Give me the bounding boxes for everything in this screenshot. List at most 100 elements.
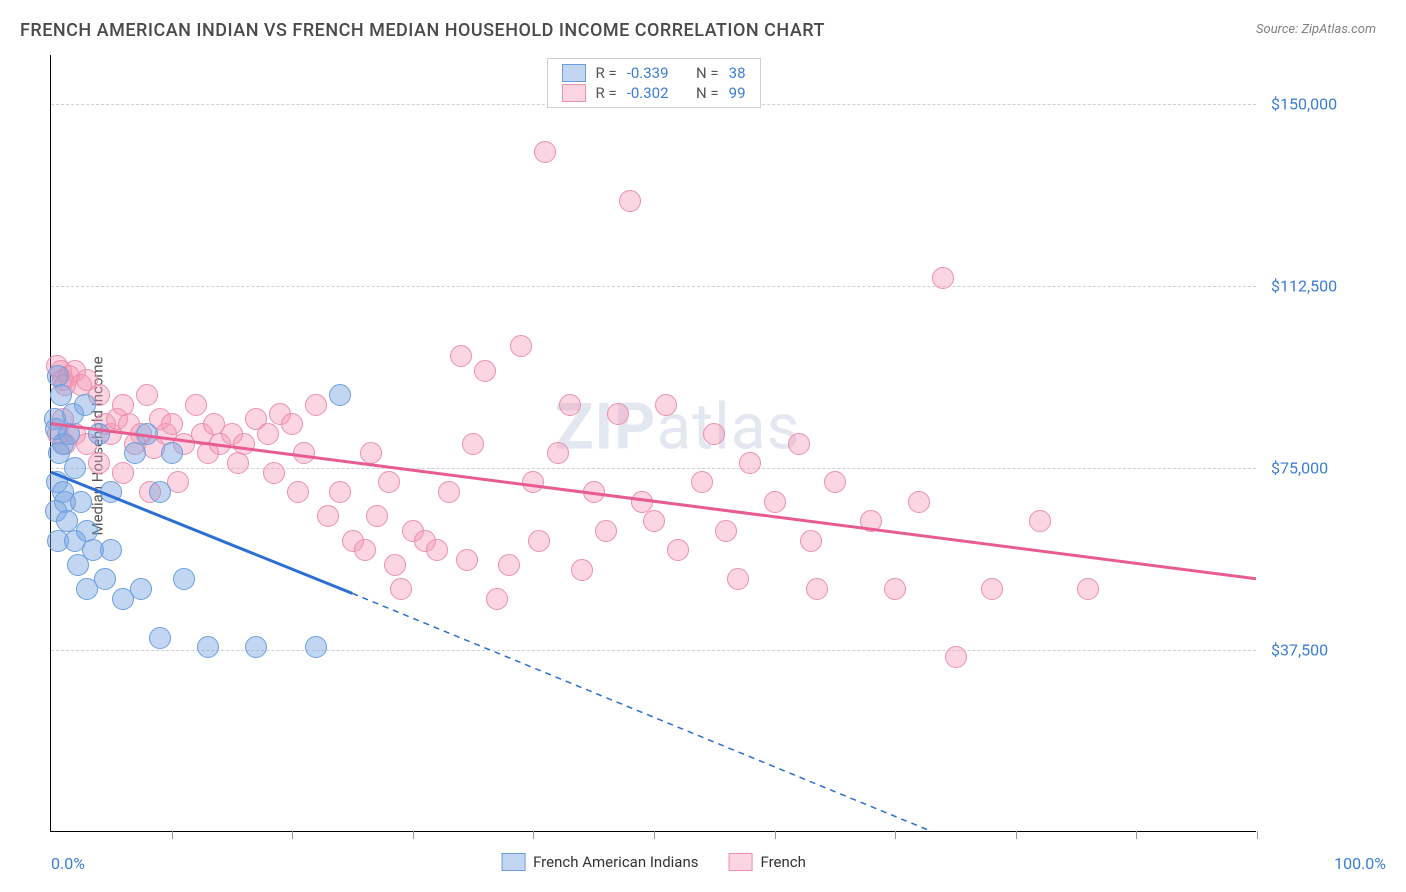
x-tick [775,831,776,839]
scatter-point [981,578,1003,600]
scatter-point [908,491,930,513]
scatter-point [945,646,967,668]
scatter-point [595,520,617,542]
y-tick-label: $75,000 [1271,458,1386,477]
scatter-point [498,554,520,576]
legend-item: French [729,853,806,871]
x-tick [1136,831,1137,839]
n-value: 99 [729,84,746,102]
scatter-point [161,442,183,464]
scatter-point [547,442,569,464]
x-axis-max-label: 100.0% [1334,854,1386,873]
scatter-point [727,568,749,590]
scatter-point [50,384,72,406]
scatter-point [287,481,309,503]
scatter-point [456,549,478,571]
n-label: N = [696,64,719,82]
source-name: ZipAtlas.com [1301,22,1376,37]
gridline [51,286,1256,287]
scatter-point [384,554,406,576]
scatter-point [559,394,581,416]
stats-row: R = -0.339 N = 38 [561,63,745,83]
r-label: R = [595,64,616,82]
x-axis-min-label: 0.0% [51,854,85,873]
x-tick [654,831,655,839]
source-label: Source: [1256,22,1298,37]
legend-label: French [761,853,806,871]
y-tick-label: $112,500 [1271,276,1386,295]
scatter-point [510,335,532,357]
series-swatch [561,64,585,82]
scatter-point [1029,510,1051,532]
plot-area: ZIPatlas R =-0.339 N =38R =-0.302 N =99 … [50,55,1256,832]
watermark: ZIPatlas [555,390,801,465]
source-attribution: Source: ZipAtlas.com [1256,22,1376,37]
scatter-point [149,481,171,503]
scatter-point [806,578,828,600]
r-value: -0.302 [627,84,669,102]
scatter-point [426,539,448,561]
legend-swatch [501,853,525,871]
scatter-point [800,530,822,552]
scatter-point [317,505,339,527]
legend-swatch [729,853,753,871]
n-value: 38 [729,64,746,82]
scatter-point [619,190,641,212]
scatter-point [390,578,412,600]
scatter-point [94,568,116,590]
y-tick-label: $37,500 [1271,640,1386,659]
scatter-point [438,481,460,503]
x-tick [895,831,896,839]
scatter-point [136,384,158,406]
scatter-point [655,394,677,416]
scatter-point [643,510,665,532]
x-tick [1016,831,1017,839]
scatter-point [474,360,496,382]
y-tick-label: $150,000 [1271,94,1386,113]
scatter-point [607,403,629,425]
scatter-point [571,559,593,581]
r-value: -0.339 [627,64,669,82]
scatter-point [631,491,653,513]
legend-label: French American Indians [533,853,698,871]
bottom-legend: French American Indians French [501,853,806,871]
scatter-point [161,413,183,435]
scatter-point [100,481,122,503]
series-swatch [561,84,585,102]
x-tick [172,831,173,839]
scatter-point [366,505,388,527]
scatter-point [534,141,556,163]
scatter-point [74,394,96,416]
scatter-point [58,423,80,445]
scatter-point [764,491,786,513]
scatter-point [56,510,78,532]
watermark-light: atlas [656,390,800,465]
scatter-point [667,539,689,561]
scatter-point [788,433,810,455]
scatter-point [450,345,472,367]
x-tick [1257,831,1258,839]
scatter-point [136,423,158,445]
scatter-point [486,588,508,610]
scatter-point [378,471,400,493]
x-tick [533,831,534,839]
scatter-point [360,442,382,464]
scatter-point [354,539,376,561]
scatter-point [1077,578,1099,600]
scatter-point [305,394,327,416]
scatter-point [739,452,761,474]
scatter-point [305,636,327,658]
scatter-point [522,471,544,493]
scatter-point [703,423,725,445]
scatter-point [257,423,279,445]
stats-legend-box: R = -0.339 N = 38R = -0.302 N = 99 [546,58,760,108]
scatter-point [88,423,110,445]
scatter-point [185,394,207,416]
scatter-point [691,471,713,493]
trendline-solid [51,424,1256,579]
scatter-point [932,267,954,289]
scatter-point [293,442,315,464]
scatter-point [583,481,605,503]
scatter-point [130,578,152,600]
scatter-point [173,568,195,590]
